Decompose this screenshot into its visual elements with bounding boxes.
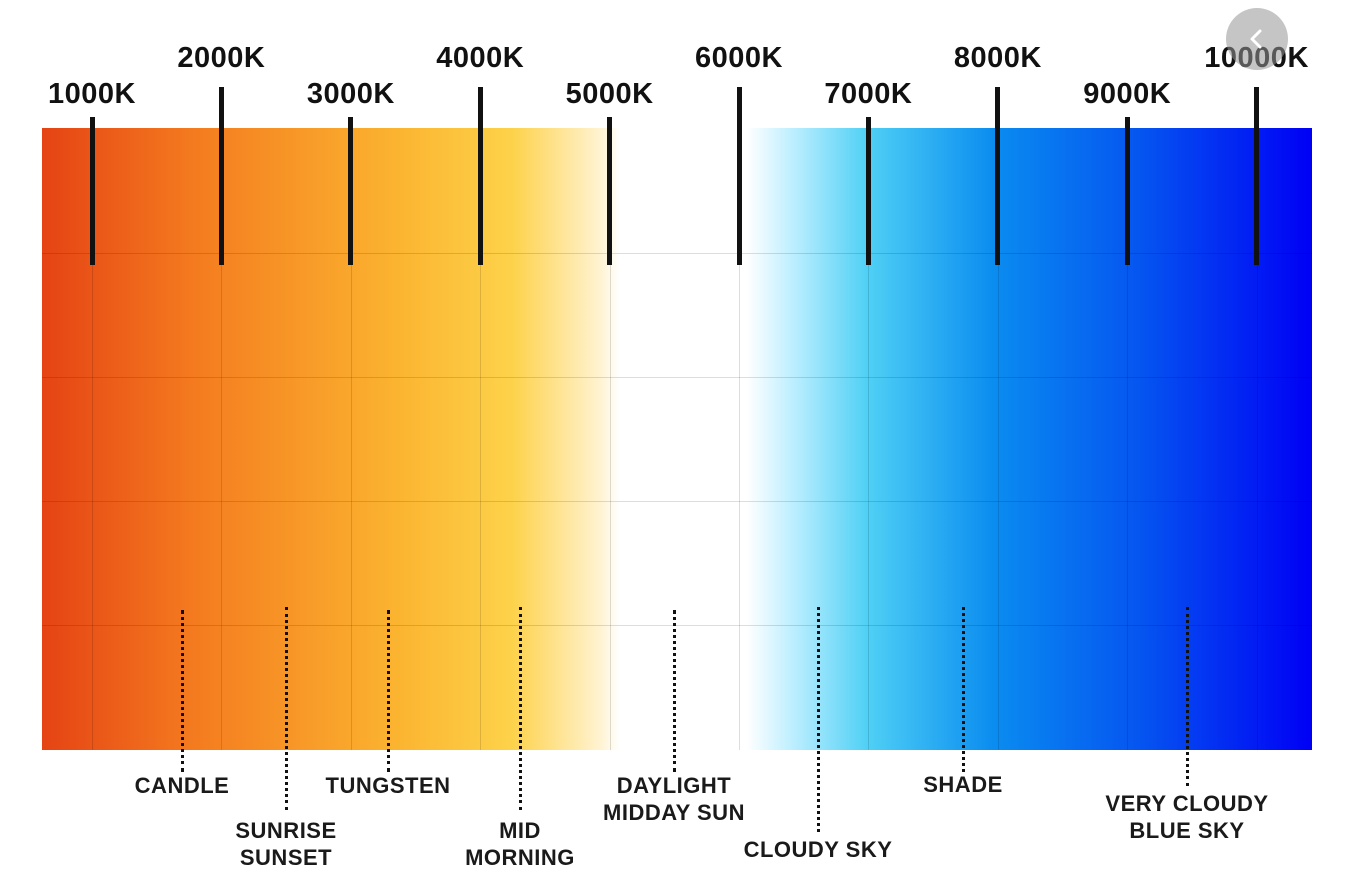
kelvin-tick: [736, 87, 742, 265]
kelvin-tick: [995, 87, 1001, 265]
grid-line-vertical: [221, 128, 223, 750]
grid-line-horizontal: [42, 625, 1312, 626]
light-source-label: TUNGSTEN: [326, 772, 451, 799]
grid-line-vertical: [350, 128, 352, 750]
light-source-label-line: MIDDAY SUN: [603, 800, 745, 825]
grid-line-vertical: [609, 128, 611, 750]
kelvin-label: 8000K: [953, 42, 1042, 74]
light-source-label: SUNRISE SUNSET: [235, 817, 336, 871]
grid-line-vertical: [739, 128, 740, 750]
light-source-label-line: DAYLIGHT: [616, 773, 732, 798]
light-source-label-line: SUNRISE: [235, 818, 337, 843]
light-source-label: DAYLIGHT MIDDAY SUN: [603, 772, 745, 826]
light-source-label-line: SUNSET: [239, 845, 333, 870]
kelvin-label: 7000K: [824, 78, 913, 110]
light-source-label-line: VERY CLOUDY: [1105, 791, 1269, 816]
light-source-label-line: MID: [499, 818, 541, 843]
kelvin-label: 2000K: [177, 42, 266, 74]
kelvin-tick: [348, 117, 354, 265]
light-source-pointer: [284, 607, 288, 810]
light-source-pointer: [518, 607, 522, 810]
light-source-label-line: BLUE SKY: [1129, 818, 1245, 843]
light-source-pointer: [180, 610, 184, 772]
kelvin-label: 6000K: [695, 42, 783, 74]
kelvin-label: 3000K: [306, 78, 395, 110]
light-source-label-line: SHADE: [923, 772, 1003, 797]
light-source-label-line: TUNGSTEN: [325, 773, 451, 798]
light-source-pointer: [961, 607, 965, 772]
color-temperature-gradient-bar: [42, 128, 1312, 750]
grid-line-horizontal: [42, 501, 1312, 502]
grid-line-vertical: [480, 128, 482, 750]
kelvin-tick: [1254, 87, 1260, 265]
grid-line-horizontal: [42, 377, 1312, 378]
grid-line-vertical: [1256, 128, 1258, 750]
kelvin-tick: [218, 87, 224, 265]
grid-line-vertical: [997, 128, 999, 750]
light-source-label-line: CANDLE: [134, 773, 230, 798]
kelvin-tick: [1124, 117, 1130, 265]
kelvin-tick: [865, 117, 871, 265]
kelvin-label: 4000K: [436, 42, 525, 74]
kelvin-tick: [477, 87, 483, 265]
light-source-label: SHADE: [923, 771, 1003, 798]
grid-line-vertical: [868, 128, 870, 750]
kelvin-tick: [89, 117, 95, 265]
light-source-label: MID MORNING: [465, 817, 575, 871]
kelvin-label: 1000K: [48, 78, 136, 110]
kelvin-tick: [607, 117, 613, 265]
kelvin-label: 9000K: [1083, 78, 1172, 110]
grid-line-horizontal: [42, 253, 1312, 254]
light-source-label: VERY CLOUDY BLUE SKY: [1105, 790, 1268, 844]
light-source-pointer: [672, 610, 676, 772]
light-source-pointer: [386, 610, 390, 772]
back-button[interactable]: [1226, 8, 1288, 70]
light-source-pointer: [816, 607, 820, 832]
kelvin-label: 5000K: [565, 78, 654, 110]
grid-line-vertical: [92, 128, 93, 750]
light-source-label-line: MORNING: [465, 845, 575, 870]
chevron-left-icon: [1250, 29, 1262, 49]
light-source-pointer: [1185, 607, 1189, 786]
grid-line-vertical: [1127, 128, 1129, 750]
light-source-label: CLOUDY SKY: [744, 836, 893, 863]
light-source-label-line: CLOUDY SKY: [743, 837, 893, 862]
light-source-label: CANDLE: [135, 772, 230, 799]
